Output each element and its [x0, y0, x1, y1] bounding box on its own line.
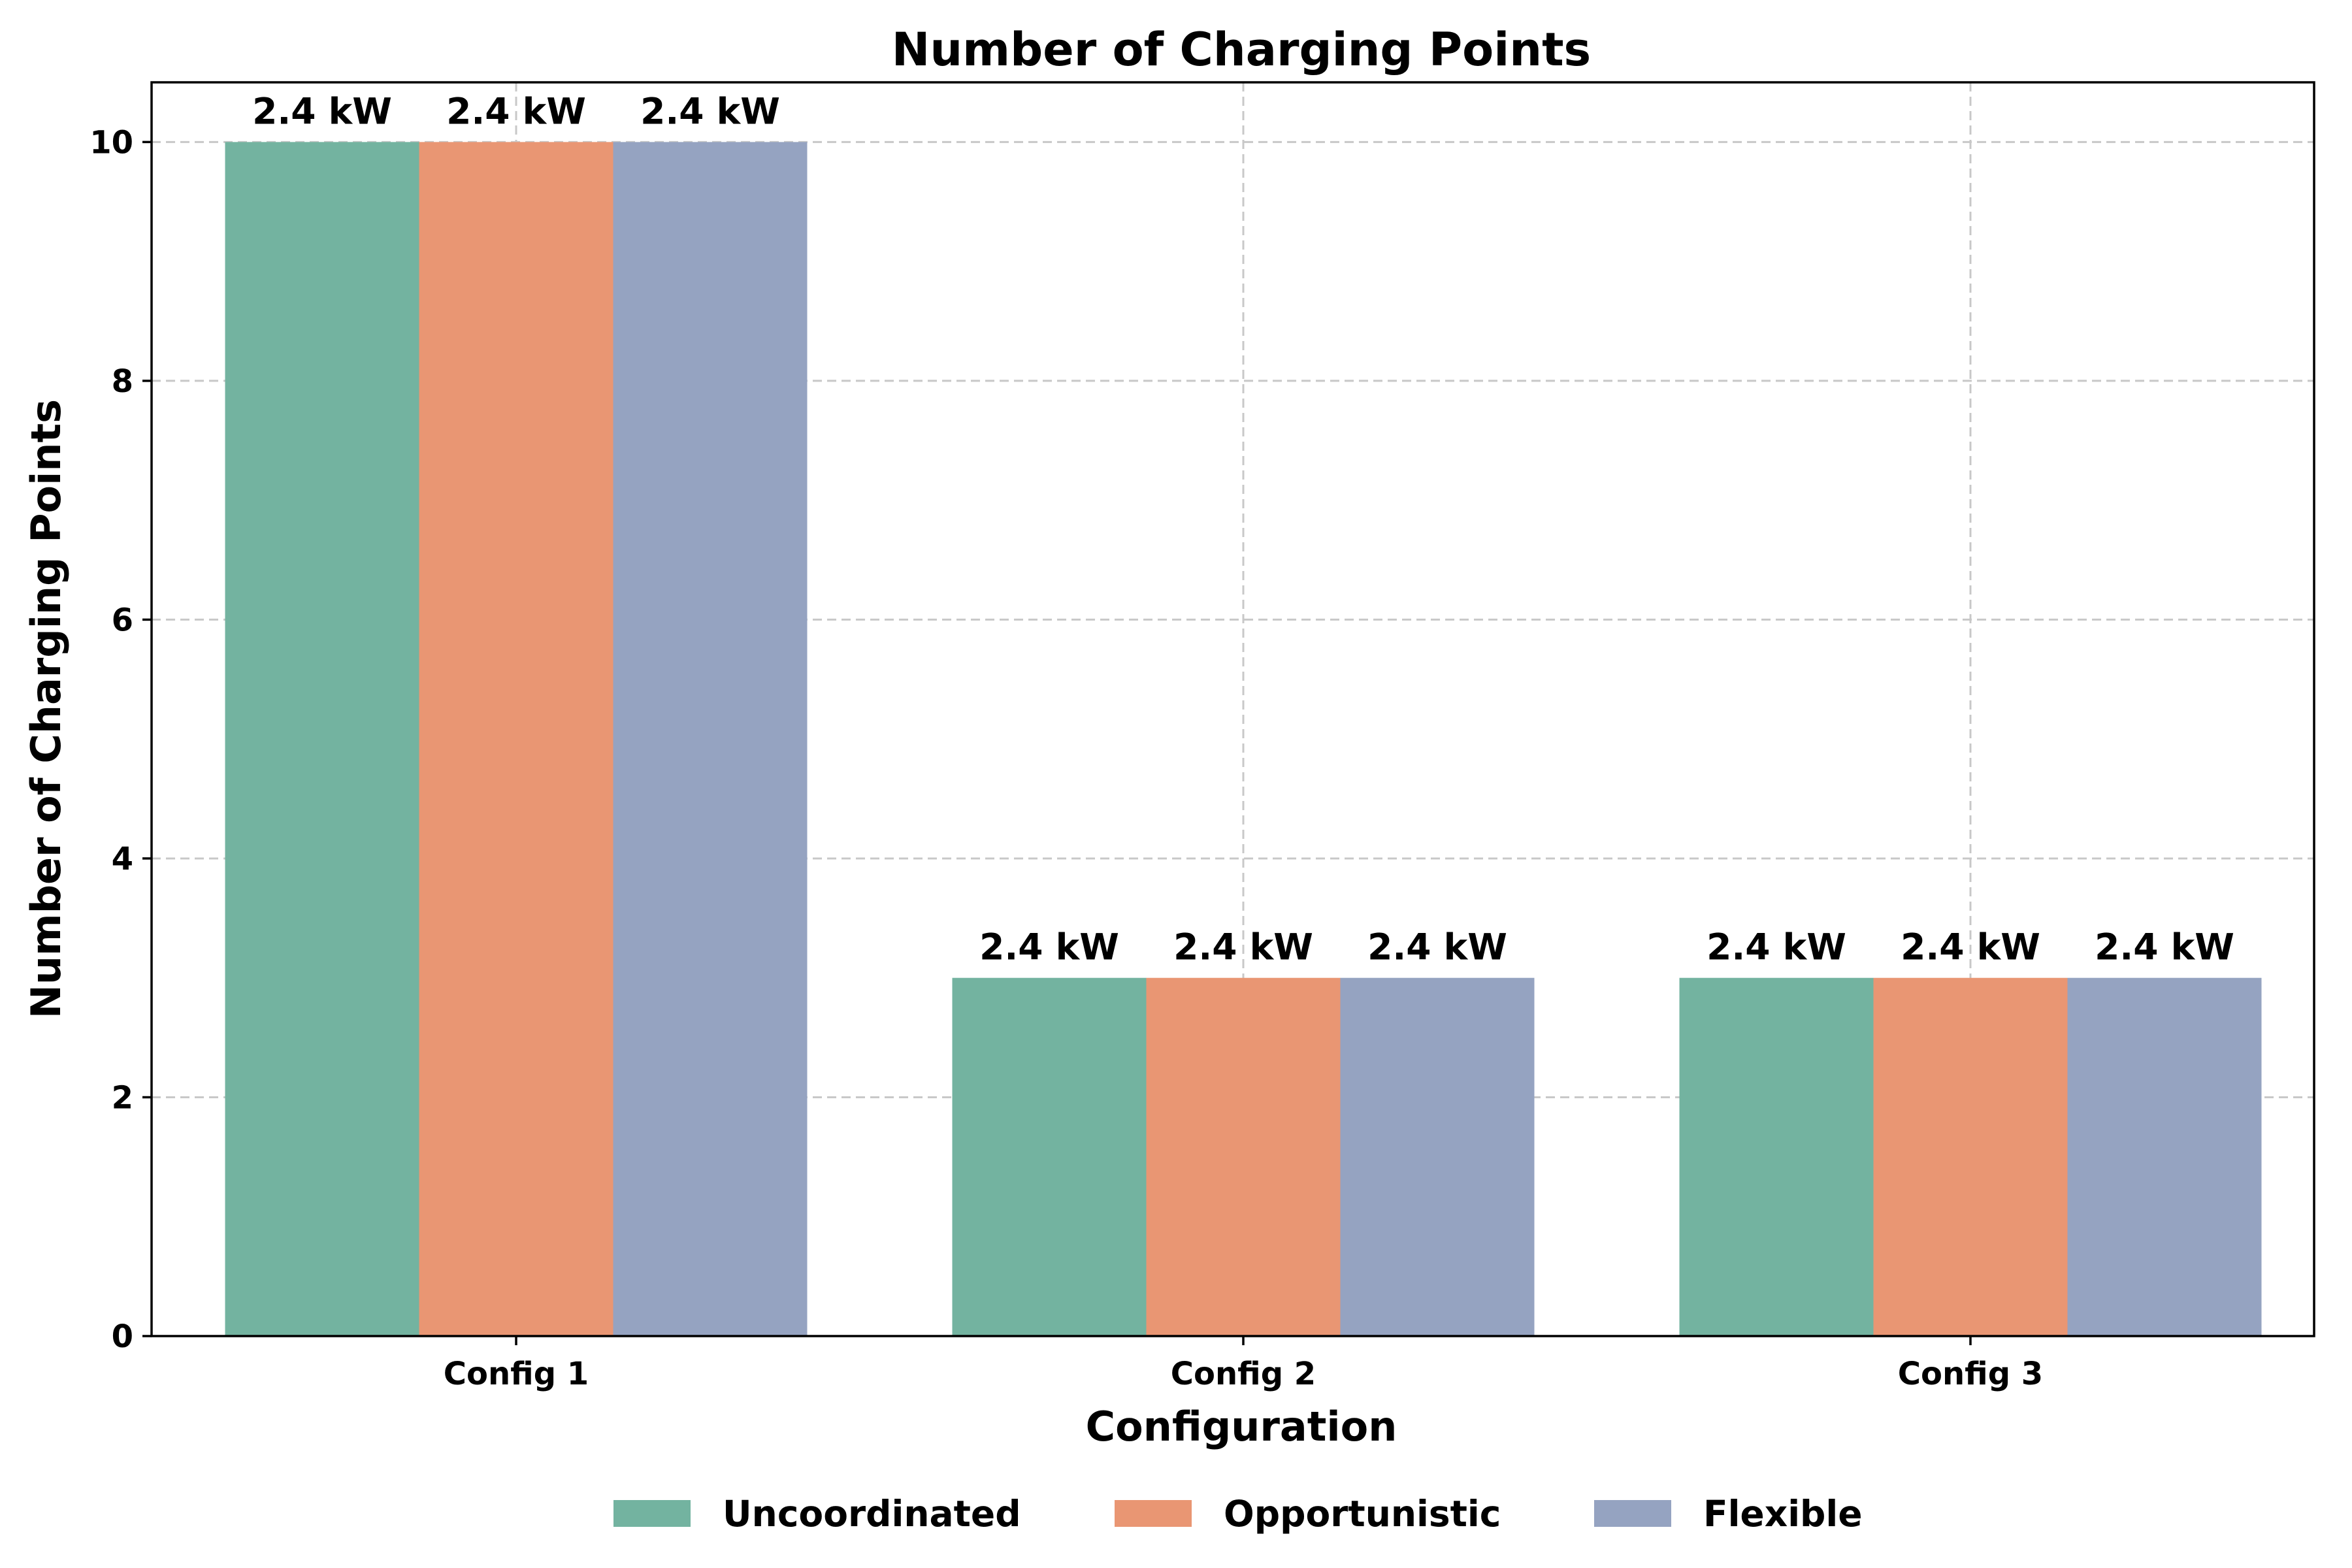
legend: Uncoordinated Opportunistic Flexible: [613, 1493, 1863, 1535]
legend-swatch: [1115, 1500, 1192, 1527]
y-axis-label: Number of Charging Points: [22, 399, 70, 1019]
bar: [1679, 977, 1874, 1336]
legend-swatch: [613, 1500, 691, 1527]
bar-value-label: 2.4 kW: [446, 90, 586, 132]
bar-value-label: 2.4 kW: [979, 926, 1119, 968]
legend-label: Uncoordinated: [723, 1493, 1021, 1535]
bar: [2067, 977, 2262, 1336]
x-tick-label: Config 3: [1898, 1356, 2043, 1392]
bar: [225, 142, 419, 1336]
bar: [419, 142, 613, 1336]
bar-value-label: 2.4 kW: [1901, 926, 2040, 968]
bar-value-label: 2.4 kW: [252, 90, 392, 132]
bar-value-label: 2.4 kW: [1173, 926, 1313, 968]
bar-value-label: 2.4 kW: [640, 90, 780, 132]
x-tick-label: Config 1: [444, 1356, 589, 1392]
plot-frame: [150, 81, 2315, 1337]
legend-label: Opportunistic: [1224, 1493, 1501, 1535]
bar: [952, 977, 1147, 1336]
y-tick-label: 6: [112, 602, 133, 638]
x-axis-label: Configuration: [1086, 1403, 1397, 1450]
legend-swatch: [1594, 1500, 1671, 1527]
y-tick-label: 4: [112, 841, 133, 877]
bar: [1146, 977, 1341, 1336]
y-tick-label: 10: [90, 124, 133, 161]
bar-value-labels: 2.4 kW 2.4 kW 2.4 kW 2.4 kW 2.4 kW 2.4 kW 2.4 …: [252, 90, 2234, 968]
bars: [225, 142, 2262, 1336]
bar: [1340, 977, 1535, 1336]
bar-value-label: 2.4 kW: [1707, 926, 1846, 968]
x-tick-label: Config 2: [1171, 1356, 1316, 1392]
y-tick-label: 2: [112, 1079, 133, 1116]
y-tick-label: 0: [112, 1318, 133, 1355]
y-tick-label: 8: [112, 363, 133, 400]
bar: [1873, 977, 2068, 1336]
chart-title: Number of Charging Points: [892, 23, 1591, 76]
bar-value-label: 2.4 kW: [2095, 926, 2234, 968]
bar-value-label: 2.4 kW: [1367, 926, 1507, 968]
legend-label: Flexible: [1703, 1493, 1863, 1535]
bar: [613, 142, 808, 1336]
axis-ticks: 0 2 4 6 8 10 Config 1 Config 2 Config 3: [90, 124, 2043, 1392]
